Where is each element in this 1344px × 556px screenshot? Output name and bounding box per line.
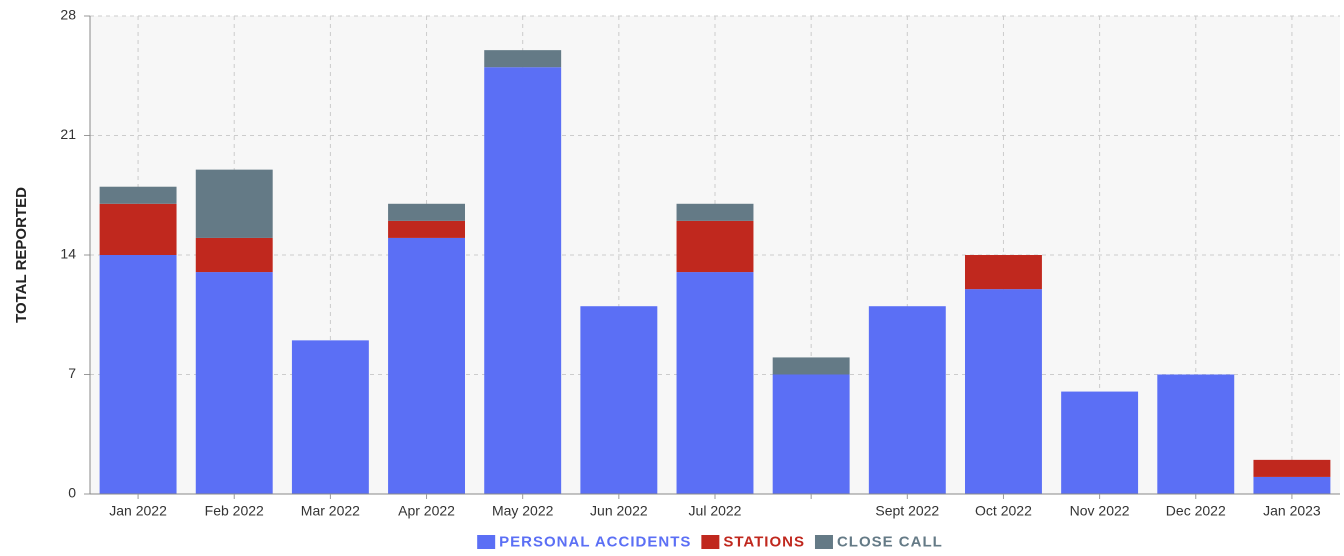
bar-segment [484, 67, 562, 494]
legend-label: CLOSE CALL [837, 533, 943, 550]
x-tick-label: Mar 2022 [301, 503, 360, 519]
y-tick-label: 0 [68, 485, 76, 501]
bar-segment [868, 306, 946, 494]
y-tick-label: 14 [60, 246, 76, 262]
bar-segment [965, 289, 1042, 494]
x-tick-label: Apr 2022 [398, 503, 455, 519]
y-tick-label: 7 [68, 365, 76, 381]
bar-segment [291, 340, 369, 494]
legend-label: PERSONAL ACCIDENTS [499, 533, 691, 550]
x-tick-label: Jan 2023 [1263, 503, 1321, 519]
x-tick-label: Feb 2022 [205, 503, 264, 519]
bar-segment [772, 357, 850, 375]
legend-swatch [701, 535, 720, 549]
bar-segment [580, 306, 658, 494]
bar-segment [1157, 374, 1235, 494]
x-tick-label: Jul 2022 [689, 503, 742, 519]
bar-segment [1061, 391, 1139, 494]
bar-segment [388, 203, 465, 221]
bar-segment [676, 203, 754, 221]
legend-swatch [477, 535, 496, 549]
bar-segment [772, 374, 850, 494]
bar-segment [484, 50, 562, 68]
x-tick-label: May 2022 [492, 503, 554, 519]
bar-segment [99, 255, 177, 494]
bar-segment [388, 220, 465, 238]
bar-segment [195, 272, 273, 494]
legend-label: STATIONS [723, 533, 805, 550]
x-tick-label: Nov 2022 [1070, 503, 1130, 519]
x-tick-label: Jun 2022 [590, 503, 648, 519]
bar-segment [99, 186, 177, 204]
bar-segment [965, 255, 1042, 290]
bar-segment [1253, 476, 1331, 494]
y-tick-label: 21 [60, 126, 76, 142]
y-axis-label: TOTAL REPORTED [13, 187, 30, 323]
x-tick-label: Dec 2022 [1166, 503, 1226, 519]
bar-segment [388, 237, 465, 494]
x-tick-label: Jan 2022 [109, 503, 167, 519]
x-tick-label: Sept 2022 [875, 503, 939, 519]
bar-segment [99, 203, 177, 255]
x-tick-label: Oct 2022 [975, 503, 1032, 519]
bar-segment [676, 220, 754, 273]
bar-segment [1253, 459, 1331, 477]
bar-segment [676, 272, 754, 494]
bar-segment [195, 169, 273, 238]
bar-segment [195, 237, 273, 273]
legend-swatch [814, 535, 833, 549]
y-tick-label: 28 [60, 7, 76, 23]
